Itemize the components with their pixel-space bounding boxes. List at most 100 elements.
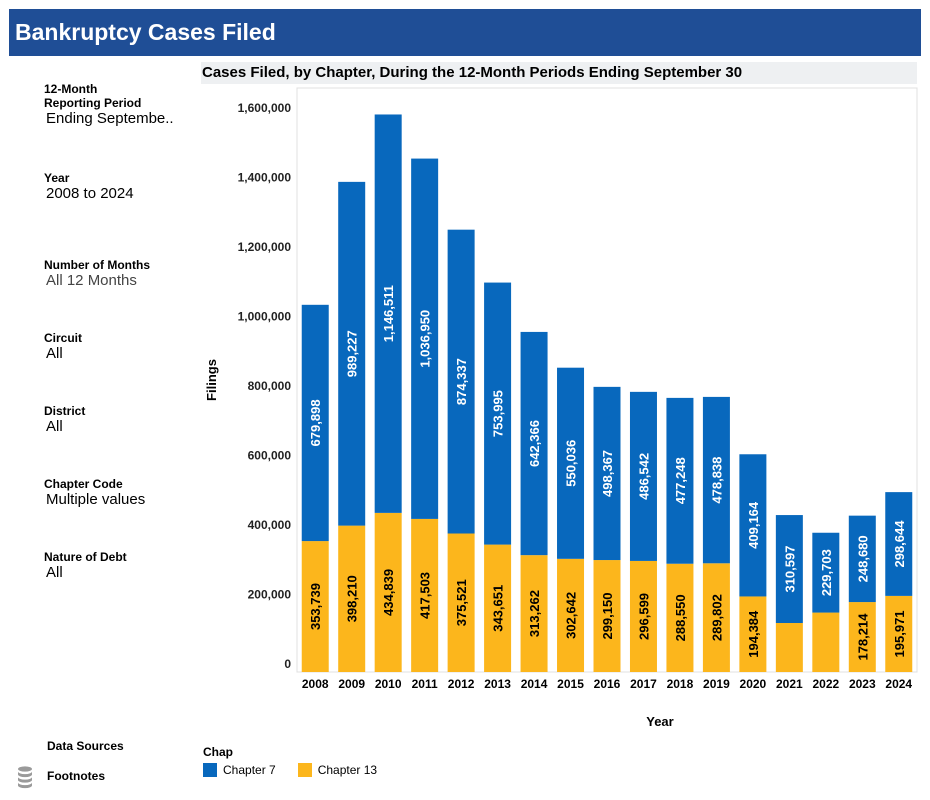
data-label-chapter-13: 194,384 [746, 610, 761, 658]
data-label-chapter-7: 989,227 [345, 330, 360, 377]
database-icon[interactable] [16, 765, 34, 789]
legend-label: Chapter 7 [223, 763, 276, 777]
filter-circuit[interactable]: Circuit All [44, 331, 204, 363]
filter-label: Nature of Debt [44, 550, 127, 564]
header-bar: Bankruptcy Cases Filed [9, 9, 921, 56]
x-tick-label: 2009 [338, 677, 365, 691]
x-tick-label: 2018 [667, 677, 694, 691]
x-tick-label: 2012 [448, 677, 475, 691]
legend: Chap Chapter 7 Chapter 13 [203, 745, 399, 777]
bar-chapter-13 [593, 560, 621, 672]
x-tick-label: 2010 [375, 677, 402, 691]
filter-label: 12-Month Reporting Period [44, 82, 142, 110]
bar-chapter-13 [848, 602, 876, 672]
bar-chapter-7 [666, 397, 694, 564]
bar-chapter-7 [885, 492, 913, 596]
bar-chapter-13 [301, 541, 329, 672]
filter-value[interactable]: Ending Septembe.. [46, 110, 174, 127]
legend-swatch [297, 763, 312, 777]
x-tick-label: 2013 [484, 677, 511, 691]
bar-chapter-13 [885, 595, 913, 672]
filter-number-of-months[interactable]: Number of Months All 12 Months [44, 258, 204, 290]
legend-title: Chap [203, 745, 233, 759]
bar-chapter-13 [666, 563, 694, 672]
footnotes-button[interactable]: Footnotes [47, 769, 105, 783]
data-label-chapter-13: 195,971 [892, 610, 907, 657]
data-sources-button[interactable]: Data Sources [47, 739, 124, 753]
bar-chapter-7 [739, 454, 767, 597]
data-label-chapter-13: 288,550 [673, 594, 688, 641]
filter-label: Circuit [44, 331, 83, 345]
data-label-chapter-7: 486,542 [636, 453, 651, 500]
data-label-chapter-13: 398,210 [345, 575, 360, 622]
data-label-chapter-7: 298,644 [892, 520, 907, 568]
filter-value[interactable]: All [46, 418, 63, 435]
filter-value[interactable]: All [46, 345, 63, 362]
y-tick-label: 0 [284, 657, 291, 671]
data-label-chapter-7: 498,367 [600, 450, 615, 497]
data-label-chapter-7: 1,146,511 [381, 285, 396, 342]
data-label-chapter-13: 299,150 [600, 593, 615, 640]
x-tick-label: 2015 [557, 677, 584, 691]
x-tick-label: 2022 [812, 677, 839, 691]
x-tick-label: 2021 [776, 677, 803, 691]
bar-chapter-13 [447, 533, 475, 672]
data-label-chapter-7: 753,995 [491, 390, 506, 437]
data-label-chapter-7: 642,366 [527, 420, 542, 467]
bar-chapter-13 [411, 518, 439, 672]
bar-chapter-13 [338, 525, 366, 672]
bar-chapter-7 [447, 229, 475, 534]
chart-title: Cases Filed, by Chapter, During the 12-M… [201, 62, 917, 84]
bar-chapter-7 [520, 331, 548, 556]
filter-district[interactable]: District All [44, 404, 204, 436]
filter-value[interactable]: 2008 to 2024 [46, 185, 134, 202]
data-label-chapter-13: 434,839 [381, 569, 396, 616]
y-tick-label: 1,200,000 [238, 240, 292, 254]
x-tick-label: 2023 [849, 677, 876, 691]
data-label-chapter-7: 478,838 [709, 457, 724, 504]
filter-value[interactable]: All 12 Months [46, 272, 137, 289]
legend-item-chapter-13[interactable]: Chapter 13 [297, 763, 377, 777]
x-tick-label: 2016 [594, 677, 621, 691]
y-tick-label: 400,000 [248, 518, 292, 532]
data-label-chapter-13: 178,214 [855, 613, 870, 661]
filter-value[interactable]: All [46, 564, 63, 581]
filter-label: Year [44, 171, 70, 185]
bar-chapter-7 [775, 515, 803, 623]
x-tick-label: 2017 [630, 677, 657, 691]
data-label-chapter-7: 229,703 [819, 549, 834, 596]
data-label-chapter-13: 343,651 [491, 585, 506, 632]
data-label-chapter-13: 313,262 [527, 590, 542, 637]
bar-chapter-13 [484, 544, 512, 672]
filter-reporting-period[interactable]: 12-Month Reporting Period Ending Septemb… [44, 82, 204, 128]
bar-chapter-13 [739, 596, 767, 672]
y-tick-label: 600,000 [248, 449, 292, 463]
data-label-chapter-7: 477,248 [673, 457, 688, 504]
filter-value[interactable]: Multiple values [46, 491, 146, 508]
bar-chapter-13 [520, 555, 548, 672]
x-tick-label: 2019 [703, 677, 730, 691]
bar-chapter-13 [702, 563, 730, 672]
x-tick-label: 2024 [885, 677, 912, 691]
filter-label: Number of Months [44, 258, 150, 272]
bar-chapter-7 [848, 515, 876, 603]
filter-year[interactable]: Year 2008 to 2024 [44, 171, 204, 203]
data-label-chapter-13: 375,521 [454, 579, 469, 626]
bar-chapter-13 [374, 512, 402, 672]
bar-chapter-7 [702, 396, 730, 564]
y-tick-label: 200,000 [248, 588, 292, 602]
filter-chapter-code[interactable]: Chapter Code Multiple values [44, 477, 204, 509]
x-tick-label: 2008 [302, 677, 329, 691]
data-label-chapter-7: 310,597 [782, 546, 797, 593]
bar-chapter-13 [557, 558, 585, 672]
y-axis-label: Filings [204, 359, 219, 401]
x-axis-label: Year [646, 714, 673, 729]
data-label-chapter-7: 1,036,950 [418, 310, 433, 368]
bar-chapter-13 [812, 612, 840, 672]
filter-nature-of-debt[interactable]: Nature of Debt All [44, 550, 204, 582]
legend-item-chapter-7[interactable]: Chapter 7 [203, 763, 276, 777]
data-label-chapter-7: 679,898 [308, 399, 323, 446]
y-tick-label: 1,400,000 [238, 171, 292, 185]
bar-chapter-7 [593, 386, 621, 561]
data-label-chapter-13: 296,599 [636, 593, 651, 640]
